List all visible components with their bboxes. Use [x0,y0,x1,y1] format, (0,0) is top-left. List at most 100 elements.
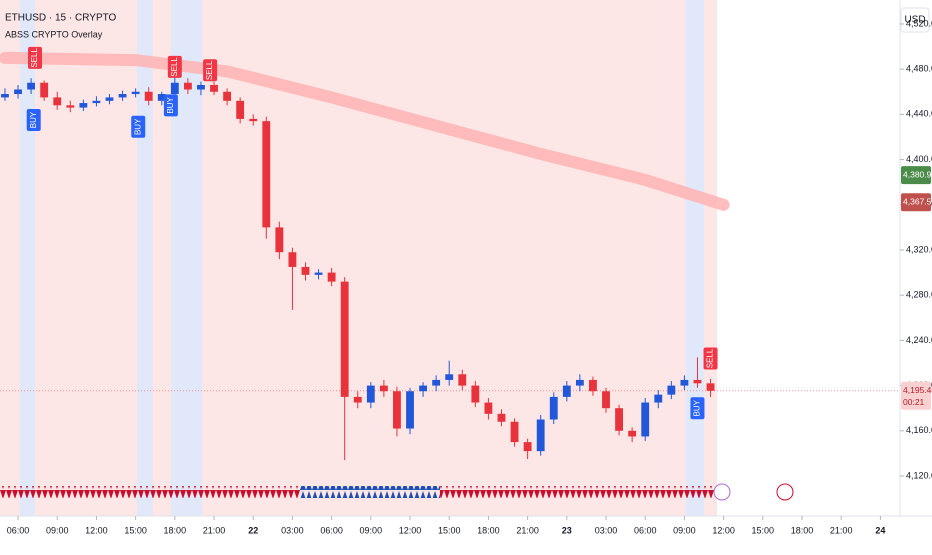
x-tick-label: 12:00 [712,525,735,535]
candle-body [484,402,493,414]
countdown: 00:21 [903,397,925,407]
plot: BUY BUY BUY BUY SELL SELL SELL SELL [0,46,900,461]
y-tick-label: 4,520.00 [906,18,932,28]
price-label: 4,380.94 [903,169,932,179]
candle-body [628,430,637,437]
candle-body [210,84,218,92]
price-label-box [901,193,931,212]
x-tick-label: 18:00 [791,525,814,535]
candle-body [314,272,323,275]
candle-body [641,402,650,437]
backgrounds [0,0,718,516]
price-label: 4,367.51 [903,197,932,207]
candle-body [654,394,663,403]
candle-body [118,94,127,98]
x-tick-label: 23 [562,525,572,535]
x-tick-label: 21:00 [830,525,853,535]
x-tick-label: 22 [248,525,258,535]
candle-body [197,84,205,90]
candle-body [157,94,166,101]
x-tick-label: 21:00 [203,525,226,535]
symbol: ETHUSD · 15 · CRYPTO [5,13,117,24]
candle-body [262,121,271,228]
y-tick-label: 4,240.00 [906,335,932,345]
candle-body [366,385,375,403]
signal-box [131,115,146,138]
event-icon[interactable] [776,483,794,501]
candle-body [327,272,336,282]
candle-body [288,252,297,267]
candle-body [602,391,610,409]
price-label-box [901,166,931,185]
x-tick-label: 12:00 [399,525,422,535]
candle-body [53,97,62,106]
candle-body [615,408,623,431]
candle-body [379,385,388,392]
candle-body [471,385,480,403]
signal-box [690,397,705,420]
signal-label: BUY [166,96,175,113]
candle-body [419,385,428,392]
signal-box [26,109,41,132]
indicator: ABSS CRYPTO Overlay [5,29,103,39]
candle-body [445,374,454,380]
y-tick-label: 4,280.00 [906,290,932,300]
candle-body [536,419,545,452]
y-tick-label: 4,400.00 [906,154,932,164]
x-tick-label: 18:00 [164,525,187,535]
x-tick-label: 03:00 [281,525,304,535]
signal-box [167,55,182,78]
y-tick-label: 4,160.00 [906,425,932,435]
candle-body [667,385,676,395]
overlay-region [0,0,718,516]
candle-body [693,379,702,384]
candle-body [549,396,558,420]
x-tick-label: 09:00 [673,525,696,535]
candle-body [353,396,362,403]
candle-body [40,82,49,98]
candle-body [92,100,101,104]
currency[interactable]: USD [904,15,925,26]
signal-box [163,94,178,117]
candle-body [105,97,114,101]
signal-label: BUY [29,111,38,128]
x-tick-label: 15:00 [438,525,461,535]
currency-button[interactable] [900,7,930,33]
candle-body [236,100,245,119]
candle-body [497,413,506,422]
candle-body [575,379,584,386]
candle-body [1,94,9,98]
candle-body [66,105,75,108]
x-tick-label: 06:00 [320,525,343,535]
candle-body [393,391,401,429]
y-tick-label: 4,480.00 [906,64,932,74]
x-tick-label: 09:00 [46,525,69,535]
moving-average [0,51,730,211]
x-tick-label: 06:00 [634,525,657,535]
candle-body [14,89,22,95]
candle-body [131,91,140,95]
x-tick-label: 15:00 [124,525,147,535]
price-label: 4,195.40 [903,385,932,395]
x-tick-label: 18:00 [477,525,500,535]
event-icon[interactable] [713,483,731,501]
buy-zone [19,0,36,516]
candle-body [589,379,597,392]
x-tick-label: 12:00 [85,525,108,535]
buy-zone [136,0,153,516]
signal-strip [0,486,300,498]
candle-body [183,82,192,90]
y-tick-label: 4,120.00 [906,470,932,480]
signal-label: SELL [205,60,214,80]
candle-body [79,103,88,108]
signal-strip [300,486,440,498]
buy-zone [685,0,705,516]
signal-label: SELL [170,57,179,77]
signal-label: BUY [133,118,142,135]
candle-body [275,227,284,253]
candle-body [432,379,441,386]
candle-body [458,374,467,386]
candle-body [144,91,153,101]
x-tick-label: 21:00 [516,525,539,535]
signal-box [703,347,718,370]
